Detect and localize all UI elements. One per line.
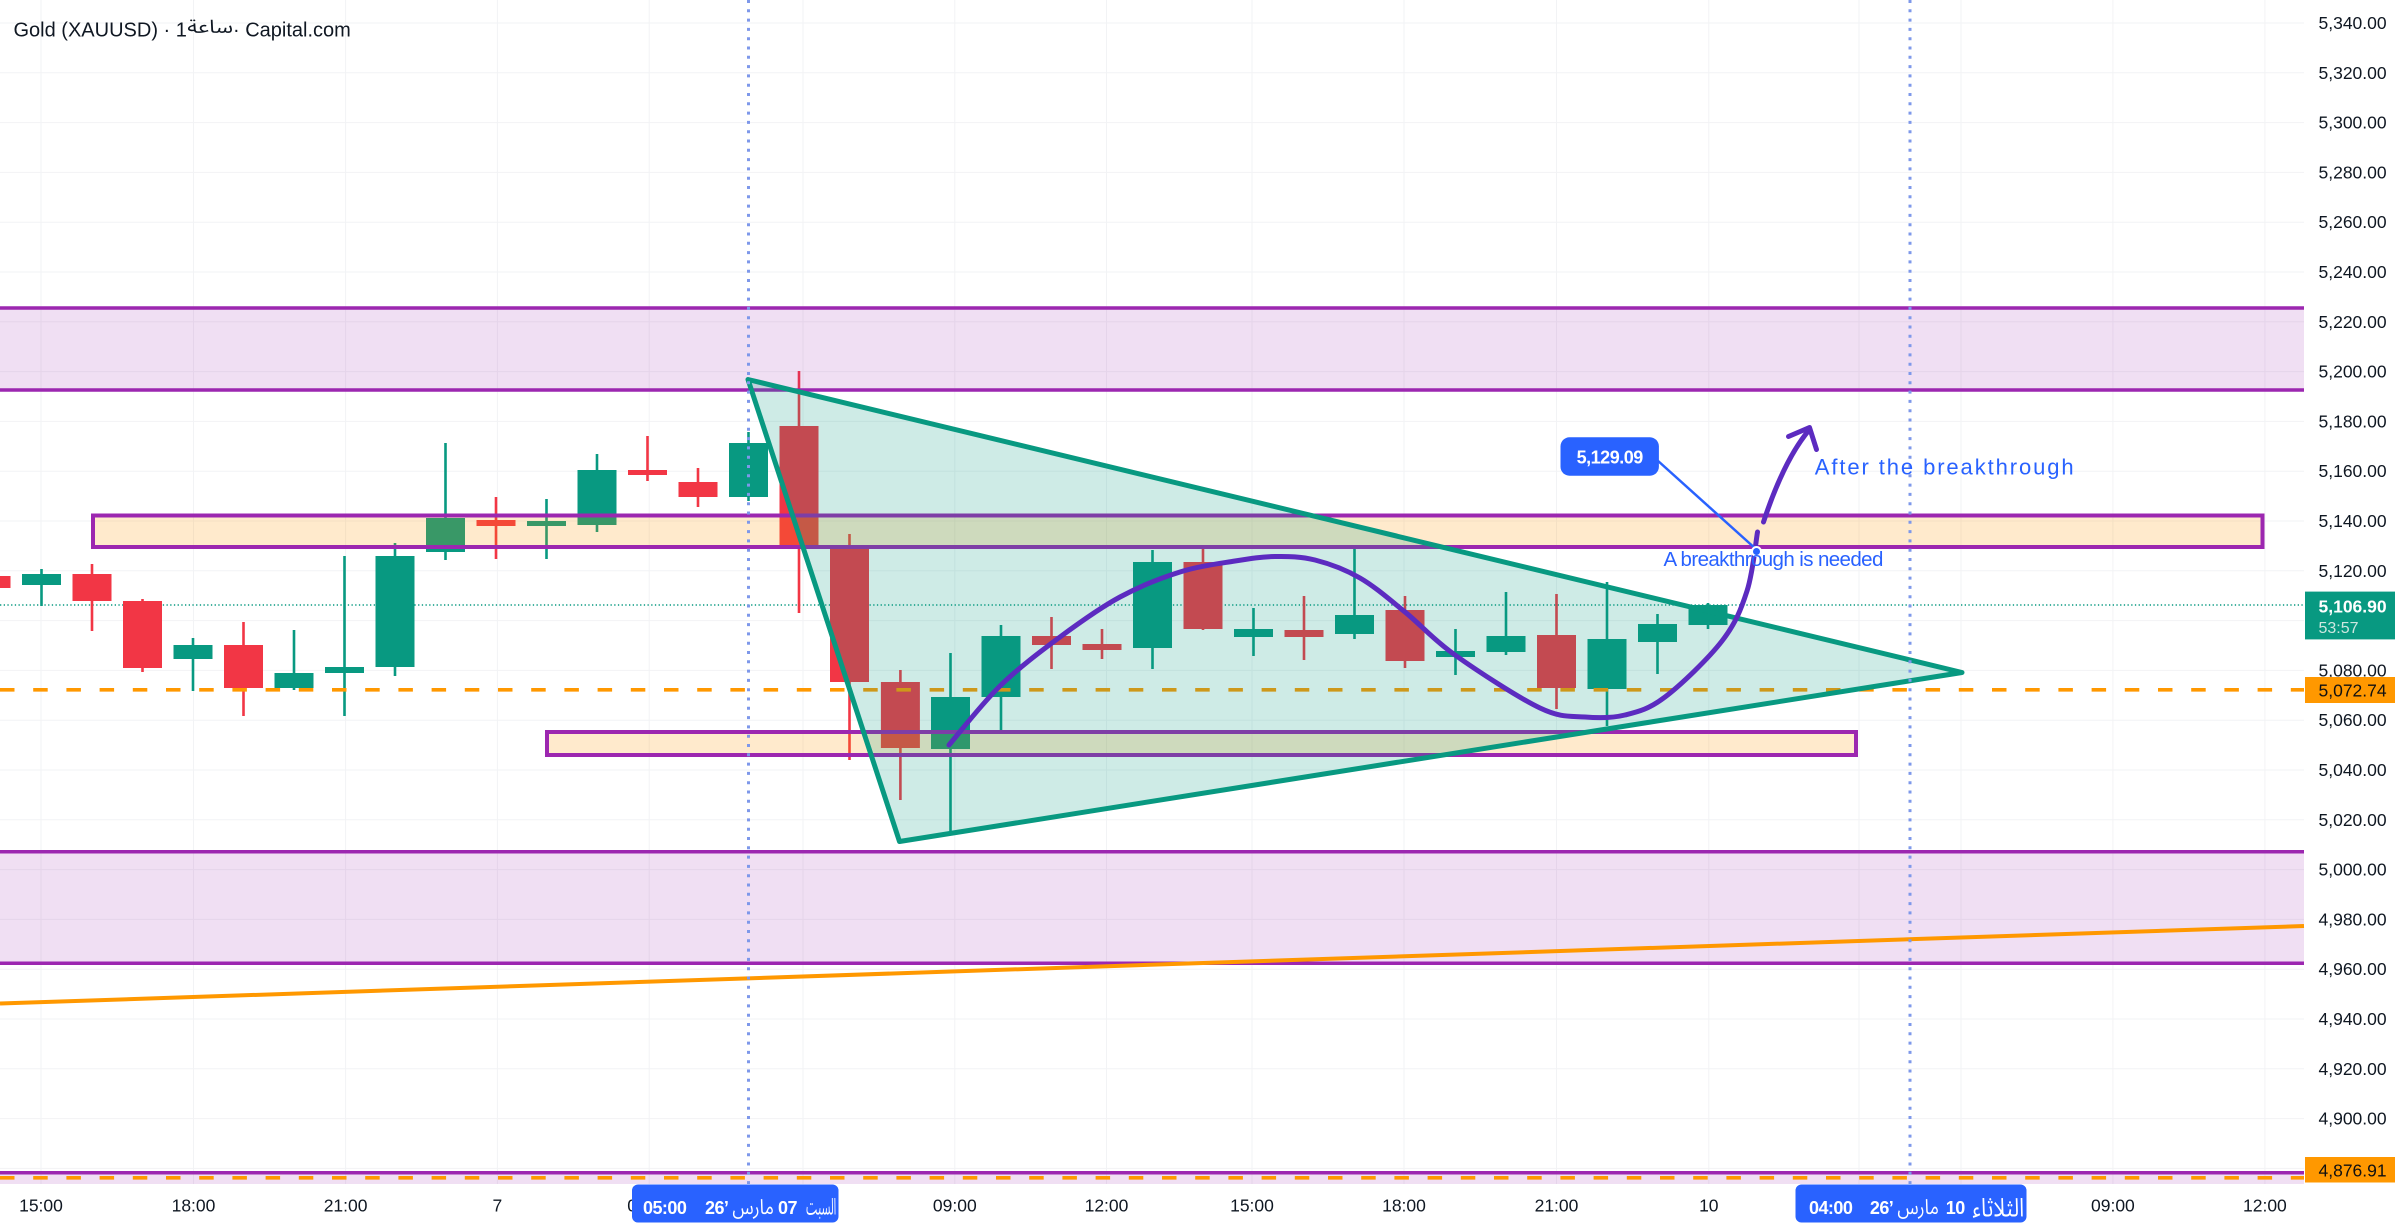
svg-text:5,120.00: 5,120.00	[2319, 561, 2387, 581]
svg-text:10: 10	[1699, 1196, 1719, 1216]
svg-text:21:00: 21:00	[324, 1196, 368, 1216]
svg-text:After the breakthrough: After the breakthrough	[1815, 455, 2076, 480]
svg-text:21:00: 21:00	[1535, 1196, 1579, 1216]
svg-text:4,960.00: 4,960.00	[2319, 959, 2387, 979]
svg-text:4,940.00: 4,940.00	[2319, 1009, 2387, 1029]
svg-text:07: 07	[778, 1198, 797, 1218]
svg-text:5,080.00: 5,080.00	[2319, 660, 2387, 680]
svg-text:26’: 26’	[705, 1198, 728, 1218]
svg-text:5,129.09: 5,129.09	[1577, 448, 1644, 468]
svg-text:5,260.00: 5,260.00	[2319, 212, 2387, 232]
svg-text:15:00: 15:00	[19, 1196, 63, 1216]
svg-text:· Capital.com: · Capital.com	[233, 20, 351, 42]
svg-text:4,900.00: 4,900.00	[2319, 1109, 2387, 1129]
svg-text:18:00: 18:00	[172, 1196, 216, 1216]
svg-text:05:00: 05:00	[643, 1198, 687, 1218]
svg-text:53:57: 53:57	[2319, 620, 2359, 637]
svg-text:5,160.00: 5,160.00	[2319, 461, 2387, 481]
svg-text:5,240.00: 5,240.00	[2319, 262, 2387, 282]
svg-text:5,180.00: 5,180.00	[2319, 411, 2387, 431]
svg-text:4,876.91: 4,876.91	[2319, 1161, 2387, 1181]
svg-text:5,020.00: 5,020.00	[2319, 810, 2387, 830]
svg-text:12:00: 12:00	[1085, 1196, 1129, 1216]
svg-text:5,280.00: 5,280.00	[2319, 162, 2387, 182]
svg-text:10: 10	[1946, 1198, 1965, 1218]
svg-text:A breakthrough is needed: A breakthrough is needed	[1664, 548, 1883, 571]
svg-text:4,980.00: 4,980.00	[2319, 909, 2387, 929]
svg-text:26’: 26’	[1870, 1198, 1893, 1218]
svg-text:5,220.00: 5,220.00	[2319, 312, 2387, 332]
svg-text:04:00: 04:00	[1809, 1198, 1853, 1218]
svg-text:5,072.74: 5,072.74	[2319, 681, 2387, 701]
svg-text:15:00: 15:00	[1230, 1196, 1274, 1216]
svg-text:09:00: 09:00	[933, 1196, 977, 1216]
svg-text:Gold (XAUUSD) · 1: Gold (XAUUSD) · 1	[14, 20, 187, 42]
svg-text:18:00: 18:00	[1382, 1196, 1426, 1216]
svg-text:5,040.00: 5,040.00	[2319, 760, 2387, 780]
svg-text:09:00: 09:00	[2091, 1196, 2135, 1216]
svg-text:5,340.00: 5,340.00	[2319, 13, 2387, 33]
svg-text:4,920.00: 4,920.00	[2319, 1059, 2387, 1079]
svg-text:5,320.00: 5,320.00	[2319, 63, 2387, 83]
svg-text:5,060.00: 5,060.00	[2319, 710, 2387, 730]
svg-text:7: 7	[493, 1196, 503, 1216]
svg-text:5,140.00: 5,140.00	[2319, 511, 2387, 531]
svg-text:5,000.00: 5,000.00	[2319, 860, 2387, 880]
svg-text:5,300.00: 5,300.00	[2319, 113, 2387, 133]
svg-text:5,200.00: 5,200.00	[2319, 362, 2387, 382]
svg-text:12:00: 12:00	[2243, 1196, 2287, 1216]
svg-text:5,106.90: 5,106.90	[2319, 597, 2387, 617]
